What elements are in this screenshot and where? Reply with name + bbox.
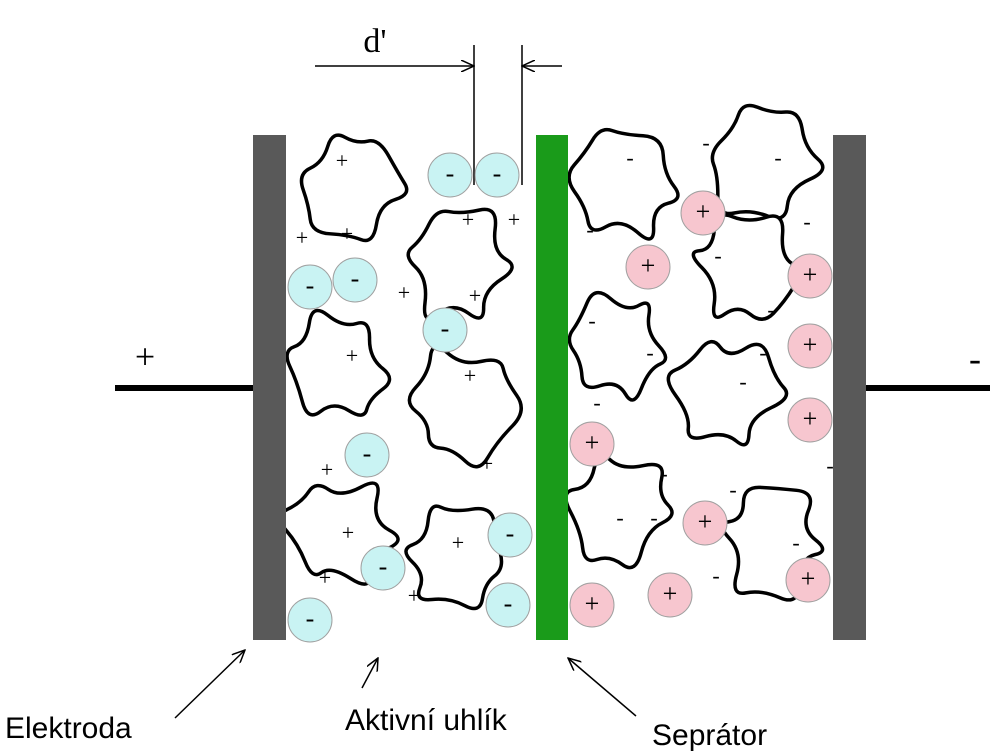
- cation-sign: +: [698, 507, 713, 536]
- surface-charge: +: [398, 280, 410, 305]
- cation-sign: +: [696, 197, 711, 226]
- surface-charge: -: [650, 505, 657, 530]
- anion-sign: -: [506, 519, 515, 548]
- cation-sign: +: [585, 589, 600, 618]
- pointer-arrow: [568, 658, 636, 716]
- cation-sign: +: [803, 404, 818, 433]
- surface-charge: -: [739, 369, 746, 394]
- surface-charge: -: [759, 340, 766, 365]
- carbon-particle: [408, 209, 512, 318]
- cation-sign: +: [803, 330, 818, 359]
- surface-charge: -: [729, 477, 736, 502]
- anion-sign: -: [306, 604, 315, 633]
- label-electrode: Elektroda: [5, 712, 132, 745]
- terminal-negative: -: [969, 338, 981, 378]
- surface-charge: -: [826, 453, 833, 478]
- carbon-particle: [406, 506, 502, 608]
- cation-sign: +: [803, 260, 818, 289]
- distance-label: d': [363, 23, 386, 60]
- carbon-particle: [287, 311, 389, 416]
- surface-charge: -: [767, 297, 774, 322]
- surface-charge: -: [792, 530, 799, 555]
- surface-charge: +: [319, 565, 331, 590]
- surface-charge: -: [586, 217, 593, 242]
- anion-sign: -: [306, 271, 315, 300]
- surface-charge: -: [803, 209, 810, 234]
- surface-charge: +: [408, 583, 420, 608]
- anion-sign: -: [379, 552, 388, 581]
- surface-charge: -: [714, 243, 721, 268]
- electrode-right: [833, 135, 866, 640]
- pointer-arrow: [175, 650, 245, 718]
- surface-charge: -: [660, 461, 667, 486]
- carbon-particle: [668, 342, 786, 445]
- surface-charge: +: [481, 451, 493, 476]
- surface-charge: -: [774, 145, 781, 170]
- anion-sign: -: [504, 589, 513, 618]
- surface-charge: -: [646, 340, 653, 365]
- anion-sign: -: [446, 159, 455, 188]
- cation-sign: +: [641, 251, 656, 280]
- cation-sign: +: [663, 579, 678, 608]
- cation-sign: +: [801, 564, 816, 593]
- separator: [536, 135, 568, 640]
- cation-sign: +: [585, 428, 600, 457]
- surface-charge: +: [346, 343, 358, 368]
- surface-charge: -: [616, 505, 623, 530]
- surface-charge: -: [712, 563, 719, 588]
- surface-charge: -: [593, 390, 600, 415]
- surface-charge: -: [588, 308, 595, 333]
- surface-charge: +: [508, 207, 520, 232]
- surface-charge: +: [469, 283, 481, 308]
- electrode-left: [253, 135, 286, 640]
- diagram: d' + - Elektroda Aktivní uhlík Seprátor …: [0, 0, 990, 751]
- anion-sign: -: [363, 439, 372, 468]
- label-active-carbon: Aktivní uhlík: [345, 704, 508, 737]
- surface-charge: -: [626, 145, 633, 170]
- surface-charge: +: [321, 457, 333, 482]
- surface-charge: +: [464, 363, 476, 388]
- surface-charge: +: [341, 221, 353, 246]
- anion-sign: -: [493, 159, 502, 188]
- anion-sign: -: [441, 314, 450, 343]
- label-separator: Seprátor: [652, 719, 767, 751]
- surface-charge: +: [452, 530, 464, 555]
- surface-charge: +: [336, 148, 348, 173]
- surface-charge: +: [296, 225, 308, 250]
- carbon-particle: [301, 135, 406, 240]
- terminal-positive: +: [135, 336, 155, 376]
- surface-charge: +: [462, 207, 474, 232]
- carbon-particle: [712, 105, 822, 218]
- surface-charge: -: [702, 130, 709, 155]
- pointer-arrow: [362, 658, 378, 688]
- surface-charge: +: [342, 520, 354, 545]
- anion-sign: -: [351, 264, 360, 293]
